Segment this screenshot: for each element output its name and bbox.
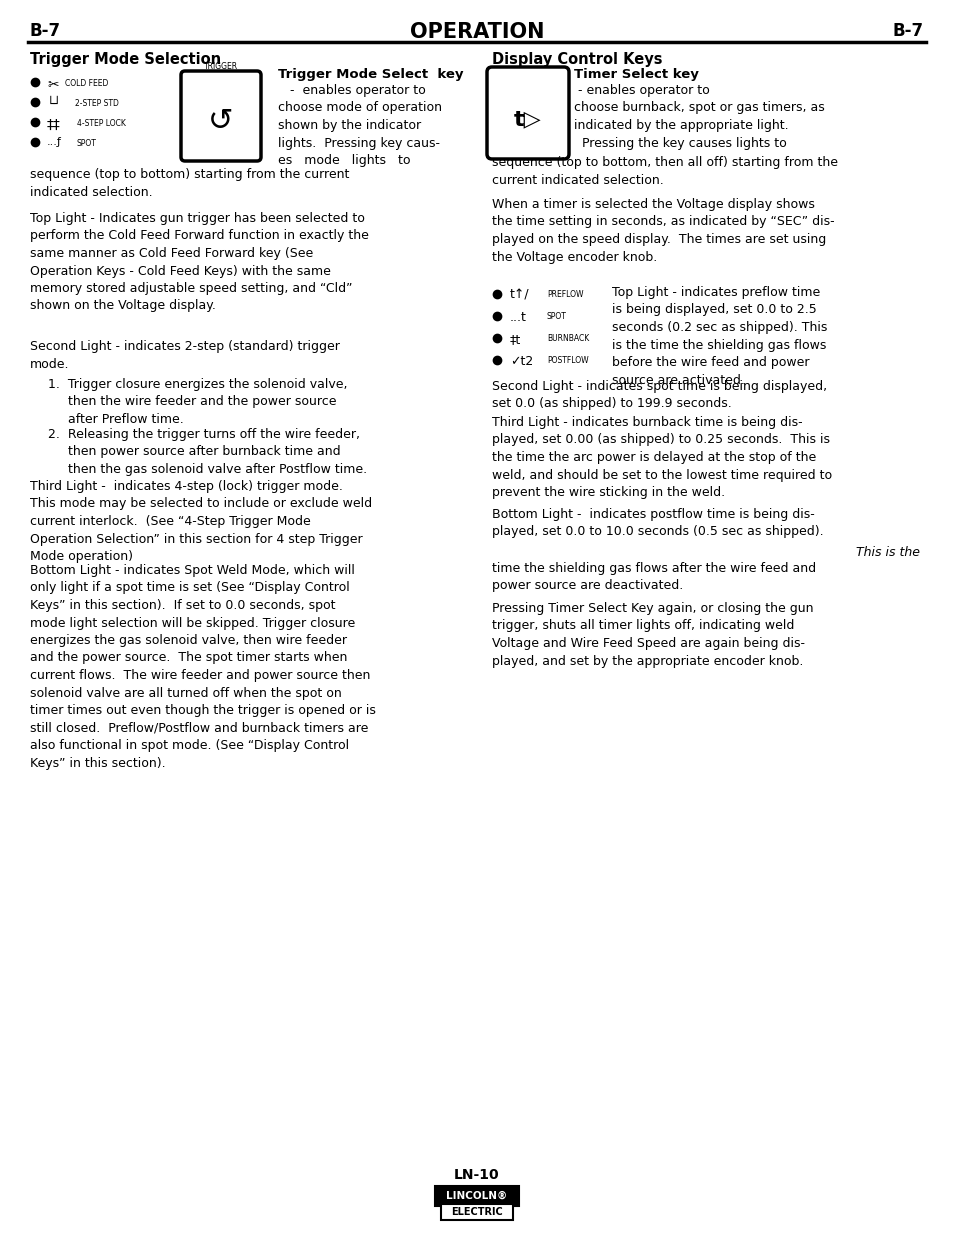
Text: TRIGGER: TRIGGER bbox=[204, 62, 238, 70]
Text: - enables operator to
choose burnback, spot or gas timers, as
indicated by the a: - enables operator to choose burnback, s… bbox=[574, 84, 824, 149]
Text: B-7: B-7 bbox=[892, 22, 923, 40]
Text: ...t: ...t bbox=[510, 311, 526, 324]
Text: TIMER: TIMER bbox=[497, 68, 521, 77]
Text: When a timer is selected the Voltage display shows
the time setting in seconds, : When a timer is selected the Voltage dis… bbox=[492, 198, 834, 263]
Text: ...ƒ: ...ƒ bbox=[47, 137, 62, 147]
Text: └┘: └┘ bbox=[47, 98, 62, 111]
Text: SPOT: SPOT bbox=[77, 140, 97, 148]
Text: Second Light - indicates 2-step (standard) trigger
mode.: Second Light - indicates 2-step (standar… bbox=[30, 340, 339, 370]
Text: 1.  Trigger closure energizes the solenoid valve,
     then the wire feeder and : 1. Trigger closure energizes the solenoi… bbox=[48, 378, 347, 426]
Text: Third Light - indicates burnback time is being dis-
played, set 0.00 (as shipped: Third Light - indicates burnback time is… bbox=[492, 416, 831, 499]
Text: sequence (top to bottom, then all off) starting from the
current indicated selec: sequence (top to bottom, then all off) s… bbox=[492, 156, 837, 186]
Text: sequence (top to bottom) starting from the current
indicated selection.: sequence (top to bottom) starting from t… bbox=[30, 168, 349, 199]
Text: ↺: ↺ bbox=[208, 107, 233, 137]
Text: Display Control Keys: Display Control Keys bbox=[492, 52, 661, 67]
Text: ELECTRIC: ELECTRIC bbox=[451, 1207, 502, 1216]
Text: SPOT: SPOT bbox=[546, 312, 566, 321]
Text: Bottom Light - indicates Spot Weld Mode, which will
only light if a spot time is: Bottom Light - indicates Spot Weld Mode,… bbox=[30, 564, 375, 769]
Text: t▷: t▷ bbox=[514, 109, 541, 128]
Text: Second Light - indicates spot time is being displayed,
set 0.0 (as shipped) to 1: Second Light - indicates spot time is be… bbox=[492, 380, 826, 410]
FancyBboxPatch shape bbox=[435, 1186, 518, 1207]
Text: This is the: This is the bbox=[855, 546, 919, 559]
Text: t↑/: t↑/ bbox=[510, 289, 529, 303]
Text: Trigger Mode Select  key: Trigger Mode Select key bbox=[277, 68, 463, 82]
FancyBboxPatch shape bbox=[181, 70, 261, 161]
Text: time the shielding gas flows after the wire feed and
power source are deactivate: time the shielding gas flows after the w… bbox=[492, 562, 815, 593]
Text: BURNBACK: BURNBACK bbox=[546, 333, 589, 343]
Text: Top Light - indicates preflow time
is being displayed, set 0.0 to 2.5
seconds (0: Top Light - indicates preflow time is be… bbox=[612, 287, 826, 387]
Text: Top Light - Indicates gun trigger has been selected to
perform the Cold Feed For: Top Light - Indicates gun trigger has be… bbox=[30, 212, 369, 312]
Text: Pressing Timer Select Key again, or closing the gun
trigger, shuts all timer lig: Pressing Timer Select Key again, or clos… bbox=[492, 601, 813, 667]
Text: Trigger Mode Selection: Trigger Mode Selection bbox=[30, 52, 221, 67]
Text: Bottom Light -  indicates postflow time is being dis-
played, set 0.0 to 10.0 se: Bottom Light - indicates postflow time i… bbox=[492, 508, 822, 538]
Text: 2.  Releasing the trigger turns off the wire feeder,
     then power source afte: 2. Releasing the trigger turns off the w… bbox=[48, 429, 367, 475]
Text: LN-10: LN-10 bbox=[454, 1168, 499, 1182]
Text: 4-STEP LOCK: 4-STEP LOCK bbox=[77, 119, 126, 128]
Text: 2-STEP STD: 2-STEP STD bbox=[75, 99, 119, 107]
Text: Third Light -  indicates 4-step (lock) trigger mode.
This mode may be selected t: Third Light - indicates 4-step (lock) tr… bbox=[30, 480, 372, 563]
Text: POSTFLOW: POSTFLOW bbox=[546, 356, 588, 366]
Text: ‡‡: ‡‡ bbox=[47, 119, 61, 132]
Text: B-7: B-7 bbox=[30, 22, 61, 40]
Text: -  enables operator to
choose mode of operation
shown by the indicator
lights.  : - enables operator to choose mode of ope… bbox=[277, 84, 441, 167]
Text: ‡t: ‡t bbox=[510, 333, 520, 346]
FancyBboxPatch shape bbox=[486, 67, 568, 159]
Text: COLD FEED: COLD FEED bbox=[65, 79, 109, 88]
Text: Timer Select key: Timer Select key bbox=[574, 68, 699, 82]
Text: ✓t2: ✓t2 bbox=[510, 354, 533, 368]
FancyBboxPatch shape bbox=[440, 1204, 513, 1220]
Text: OPERATION: OPERATION bbox=[410, 22, 543, 42]
Text: ✂: ✂ bbox=[47, 78, 58, 91]
Text: PREFLOW: PREFLOW bbox=[546, 290, 583, 299]
Text: LINCOLN®: LINCOLN® bbox=[446, 1191, 507, 1200]
